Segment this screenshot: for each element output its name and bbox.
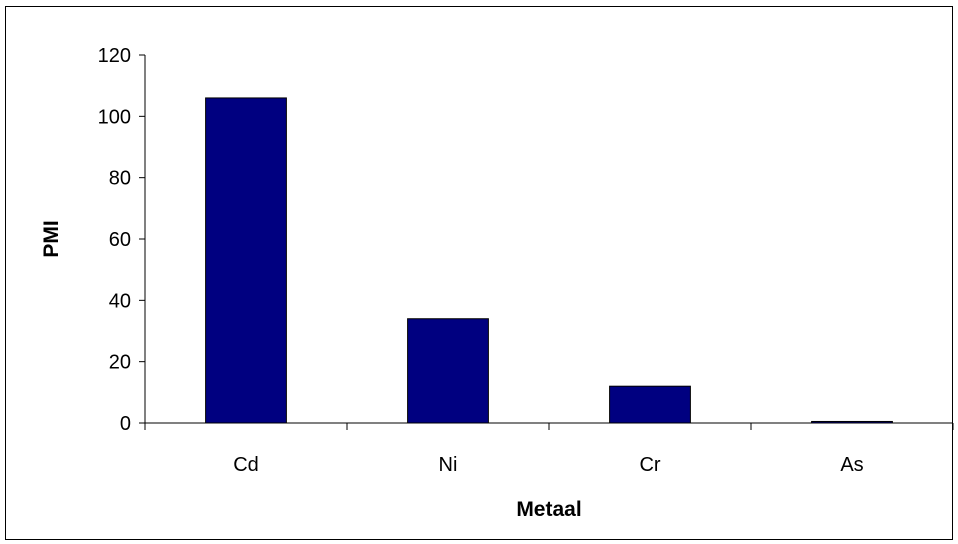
y-tick-label: 120 <box>98 45 131 67</box>
bars-group <box>205 97 893 424</box>
bar-cd <box>205 97 287 424</box>
x-tick-label: Ni <box>439 454 458 476</box>
y-tick-label: 60 <box>109 229 131 251</box>
x-tick-label: As <box>840 454 863 476</box>
x-tick-label: Cr <box>639 454 660 476</box>
bar-cr <box>609 385 691 424</box>
y-tick-label: 0 <box>120 413 131 435</box>
x-tick-label: Cd <box>233 454 259 476</box>
x-axis-title: Metaal <box>516 498 581 521</box>
y-ticks-group: 0 20 40 60 80 100 120 <box>98 45 145 435</box>
y-tick-label: 80 <box>109 168 131 190</box>
y-tick-label: 100 <box>98 106 131 128</box>
bar-ni <box>407 318 489 424</box>
y-axis-title: PMI <box>40 220 63 257</box>
x-ticks-group: Cd Ni Cr As <box>144 423 954 476</box>
chart-frame <box>5 6 953 540</box>
y-tick-label: 20 <box>109 352 131 374</box>
y-tick-label: 40 <box>109 290 131 312</box>
